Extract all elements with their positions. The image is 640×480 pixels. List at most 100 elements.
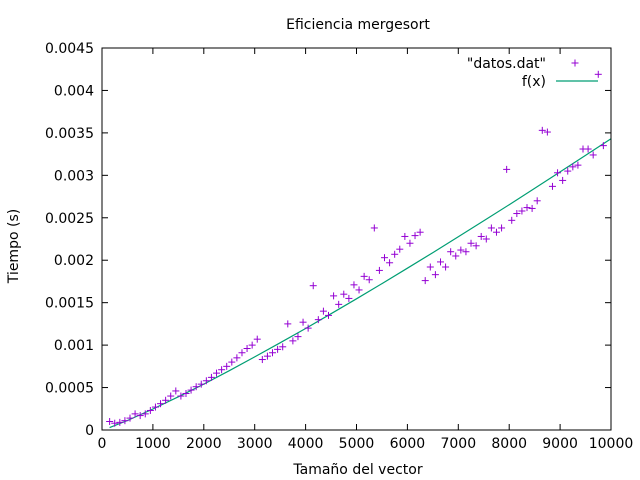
data-point <box>319 307 327 315</box>
data-point <box>431 271 439 279</box>
data-point <box>263 352 271 360</box>
data-point <box>116 418 124 426</box>
data-point <box>253 335 261 343</box>
data-point <box>151 403 159 411</box>
data-point <box>447 248 455 256</box>
data-point <box>335 300 343 308</box>
data-point <box>477 232 485 240</box>
legend-swatch-datos <box>571 59 579 67</box>
y-tick-label: 0.0025 <box>45 211 94 227</box>
data-point <box>187 386 195 394</box>
data-point <box>309 282 317 290</box>
data-point <box>457 246 465 254</box>
x-tick-label: 1000 <box>135 436 171 452</box>
y-tick-label: 0.0035 <box>45 126 94 142</box>
data-point <box>141 410 149 418</box>
data-point <box>162 396 170 404</box>
x-tick-label: 10000 <box>589 436 634 452</box>
data-point <box>543 128 551 136</box>
data-point <box>192 383 200 391</box>
data-point <box>375 266 383 274</box>
data-point <box>482 235 490 243</box>
data-point <box>106 418 114 426</box>
data-point <box>355 286 363 294</box>
data-point <box>538 126 546 134</box>
data-point <box>533 197 541 205</box>
data-point <box>121 417 129 425</box>
x-tick-label: 5000 <box>339 436 375 452</box>
y-tick-label: 0.0015 <box>45 296 94 312</box>
data-point <box>146 406 154 414</box>
data-point <box>421 277 429 285</box>
y-tick-label: 0.002 <box>54 253 94 269</box>
data-point <box>391 250 399 258</box>
data-point <box>411 232 419 240</box>
y-tick-label: 0.001 <box>54 338 94 354</box>
data-point <box>167 392 175 400</box>
y-tick-label: 0.0045 <box>45 41 94 57</box>
data-point <box>548 182 556 190</box>
data-point <box>131 410 139 418</box>
data-point <box>365 276 373 284</box>
data-point <box>401 232 409 240</box>
data-point <box>294 333 302 341</box>
data-point <box>508 216 516 224</box>
data-point <box>513 210 521 218</box>
series-line-fx <box>109 138 612 429</box>
x-tick-label: 0 <box>98 436 107 452</box>
data-point <box>345 294 353 302</box>
data-point <box>258 356 266 364</box>
data-point <box>492 228 500 236</box>
data-point <box>233 354 241 362</box>
data-point <box>554 169 562 177</box>
data-point <box>197 380 205 388</box>
data-point <box>243 345 251 353</box>
data-point <box>304 324 312 332</box>
x-axis-label: Tamaño del vector <box>292 462 422 478</box>
data-point <box>269 349 277 357</box>
data-point <box>574 161 582 169</box>
data-point <box>172 387 180 395</box>
data-point <box>452 252 460 260</box>
y-tick-label: 0.004 <box>54 83 94 99</box>
data-point <box>528 204 536 212</box>
data-point <box>472 242 480 250</box>
y-tick-label: 0.0005 <box>45 381 94 397</box>
legend: "datos.dat" f(x) <box>467 56 598 90</box>
x-tick-label: 7000 <box>440 436 476 452</box>
data-point <box>487 224 495 232</box>
data-point <box>289 337 297 345</box>
data-point <box>182 389 190 397</box>
data-point <box>279 343 287 351</box>
data-point <box>284 320 292 328</box>
data-point <box>442 263 450 271</box>
data-point <box>559 176 567 184</box>
x-tick-label: 9000 <box>542 436 578 452</box>
chart-title: Eficiencia mergesort <box>286 17 430 33</box>
data-point <box>503 165 511 173</box>
data-point <box>136 412 144 420</box>
data-point <box>330 292 338 300</box>
data-point <box>238 349 246 357</box>
data-point <box>599 142 607 150</box>
data-point <box>523 204 531 212</box>
data-point <box>380 254 388 262</box>
data-point <box>467 239 475 247</box>
data-point <box>325 311 333 319</box>
x-tick-label: 8000 <box>491 436 527 452</box>
data-point <box>589 151 597 159</box>
legend-label-fx: f(x) <box>522 74 546 90</box>
data-point <box>406 239 414 247</box>
data-point <box>518 207 526 215</box>
plot-frame <box>101 47 612 431</box>
data-point <box>370 224 378 232</box>
data-point <box>360 272 368 280</box>
data-point <box>248 341 256 349</box>
data-point <box>314 316 322 324</box>
data-point <box>177 392 185 400</box>
data-point <box>111 419 119 427</box>
y-axis-label: Tiempo (s) <box>6 209 22 284</box>
data-point <box>584 145 592 153</box>
data-point <box>569 163 577 171</box>
